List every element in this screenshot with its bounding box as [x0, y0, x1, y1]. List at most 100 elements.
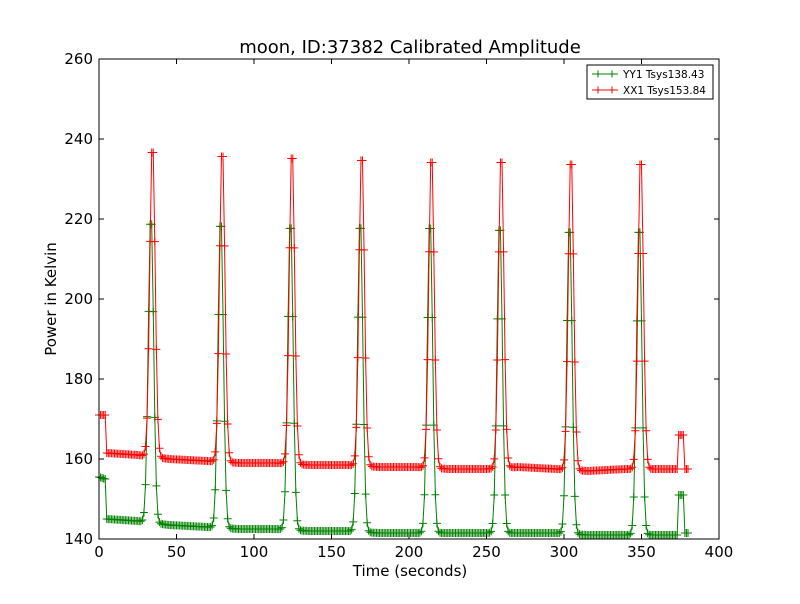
data-point-marker [631, 426, 640, 435]
data-point-marker [640, 357, 649, 366]
y-tick-label: 140 [64, 530, 93, 548]
data-point-marker [138, 515, 147, 524]
data-point-marker [279, 457, 288, 466]
data-point-marker [290, 243, 299, 252]
data-point-marker [556, 465, 565, 474]
data-point-marker [284, 351, 293, 360]
data-point-marker [434, 454, 443, 463]
data-point-marker [347, 461, 356, 470]
data-point-marker [101, 475, 110, 483]
data-point-marker [141, 442, 150, 451]
data-point-marker [572, 520, 581, 529]
data-point-marker [558, 519, 567, 528]
series-xx1 [95, 148, 692, 475]
data-point-marker [208, 457, 217, 466]
data-point-marker [561, 427, 570, 436]
data-point-marker [352, 423, 361, 432]
data-point-marker [490, 454, 499, 463]
data-point-marker [347, 525, 356, 534]
data-point-marker [291, 351, 300, 360]
legend-label: XX1 Tsys153.84 [623, 85, 706, 97]
data-point-marker [490, 491, 499, 500]
legend-swatch [592, 86, 618, 94]
x-tick-label: 0 [94, 543, 104, 561]
data-point-marker [488, 462, 497, 471]
data-point-marker [415, 528, 424, 537]
data-point-marker [349, 459, 358, 468]
data-point-marker [136, 517, 145, 526]
data-point-marker [153, 415, 162, 424]
data-point-marker [143, 414, 152, 423]
data-point-marker [141, 480, 150, 489]
data-point-marker [567, 160, 576, 169]
y-tick-label: 180 [64, 370, 93, 388]
x-tick-label: 300 [550, 543, 579, 561]
data-point-marker [209, 455, 218, 464]
x-tick-label: 150 [317, 543, 346, 561]
data-point-marker [629, 493, 638, 502]
data-point-marker [152, 481, 161, 490]
y-tick-label: 160 [64, 450, 93, 468]
data-point-marker [570, 357, 579, 366]
data-point-marker [155, 444, 164, 453]
data-point-marker [149, 148, 158, 157]
data-point-marker [361, 490, 370, 499]
data-point-marker [222, 349, 231, 358]
x-tick-label: 50 [167, 543, 186, 561]
data-point-marker [212, 419, 221, 428]
x-tick-label: 400 [705, 543, 734, 561]
data-point-marker [288, 154, 297, 163]
data-point-marker [502, 425, 511, 434]
data-point-marker [360, 245, 369, 254]
data-point-marker [673, 531, 682, 539]
data-point-marker [628, 463, 637, 472]
data-point-marker [214, 349, 223, 358]
data-point-marker [211, 485, 220, 494]
data-point-marker [504, 454, 513, 463]
data-point-marker [139, 450, 148, 459]
data-point-marker [431, 490, 440, 499]
x-tick-label: 200 [395, 543, 424, 561]
data-point-marker [684, 465, 692, 473]
data-point-marker [152, 345, 161, 354]
data-point-marker [153, 510, 162, 519]
data-point-marker [281, 449, 289, 458]
data-point-marker [219, 152, 227, 161]
data-point-marker [626, 464, 635, 473]
data-point-marker [363, 518, 372, 527]
y-tick-label: 220 [64, 210, 93, 228]
data-point-marker [428, 158, 437, 167]
data-point-marker [573, 456, 582, 465]
data-point-marker [429, 247, 438, 256]
data-point-marker [493, 356, 502, 365]
data-point-marker [291, 488, 300, 497]
data-point-marker [225, 448, 234, 457]
data-point-marker [491, 426, 500, 435]
data-point-marker [502, 519, 511, 528]
legend-swatch [592, 70, 618, 78]
data-point-marker [499, 247, 508, 256]
data-point-marker [279, 515, 288, 524]
data-point-marker [346, 526, 355, 535]
data-point-marker [101, 411, 110, 419]
series-yy1 [95, 220, 692, 539]
data-point-marker [144, 344, 153, 353]
data-point-marker [293, 516, 302, 525]
data-point-marker [679, 431, 688, 439]
data-point-marker [358, 156, 367, 165]
data-point-marker [643, 455, 652, 464]
data-point-marker [294, 450, 303, 459]
data-point-marker [422, 425, 431, 434]
x-tick-label: 350 [627, 543, 656, 561]
data-point-marker [220, 241, 229, 250]
data-point-marker [423, 355, 432, 364]
data-point-marker [276, 524, 285, 533]
data-point-marker [560, 455, 568, 464]
data-point-marker [673, 465, 682, 473]
data-point-marker [139, 508, 148, 517]
data-point-marker [293, 421, 302, 430]
data-point-marker [350, 451, 359, 460]
data-point-marker [556, 527, 565, 536]
data-point-marker [150, 237, 159, 246]
